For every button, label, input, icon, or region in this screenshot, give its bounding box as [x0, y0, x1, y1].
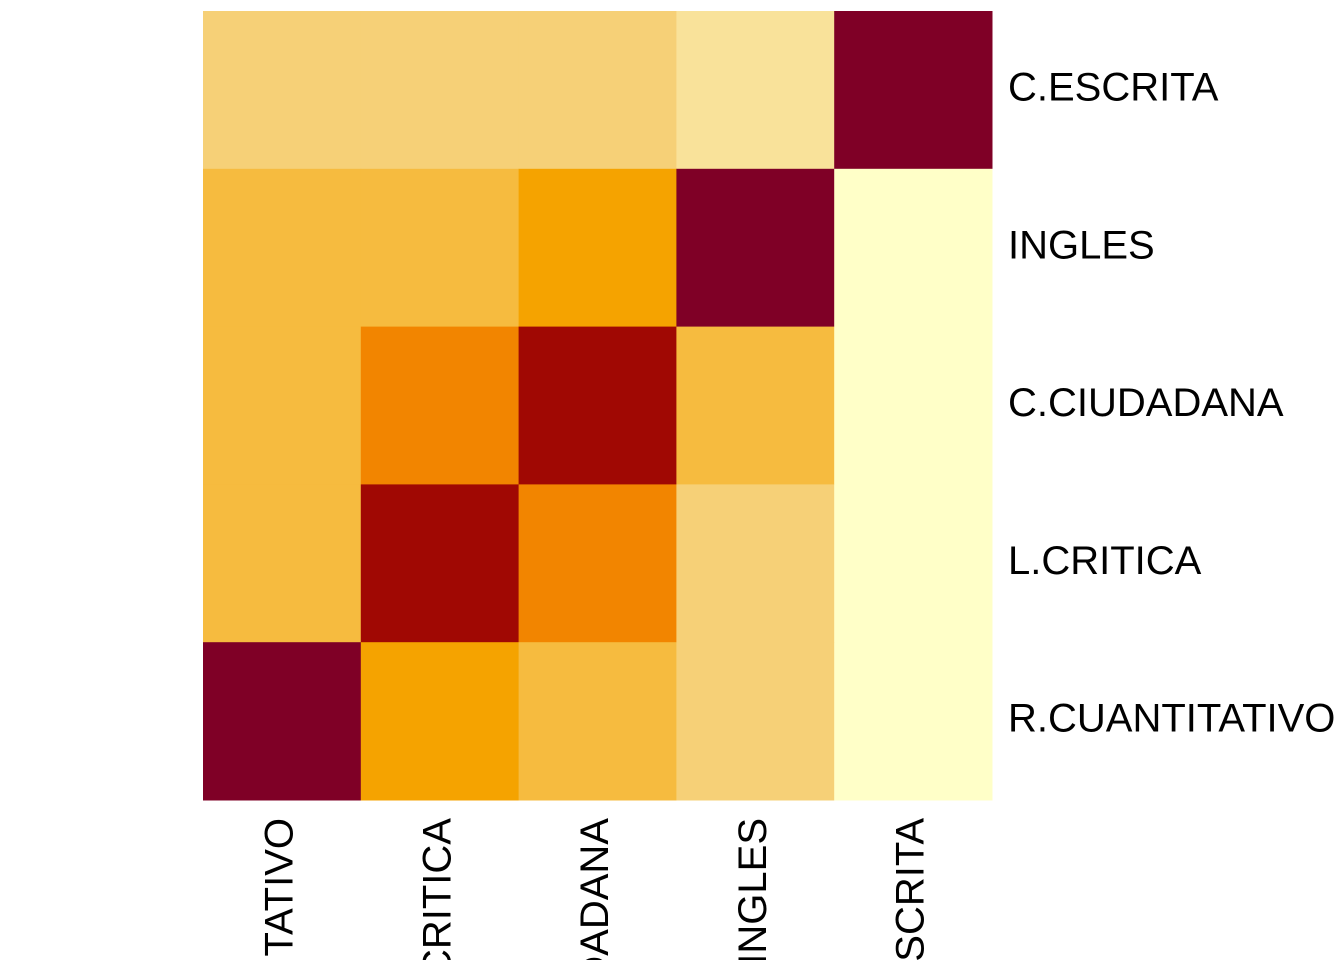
heatmap-cell: [834, 484, 993, 643]
heatmap-cell: [676, 168, 835, 328]
row-label: INGLES: [1008, 223, 1155, 267]
heatmap-cell: [360, 11, 520, 170]
heatmap-cell: [518, 168, 677, 328]
heatmap-cell: [360, 326, 520, 485]
heatmap-cell: [203, 168, 362, 328]
heatmap-cell: [518, 484, 677, 643]
heatmap-cell: [834, 326, 993, 485]
heatmap-cell: [518, 642, 677, 801]
column-label: INGLES: [731, 818, 775, 960]
column-label: R.CUANTITATIVO: [257, 818, 301, 960]
heatmap-cell: [518, 11, 677, 170]
row-label: R.CUANTITATIVO: [1008, 697, 1335, 741]
heatmap-cell: [834, 642, 993, 801]
heatmap-cell: [360, 168, 520, 328]
heatmap-cell: [518, 326, 677, 485]
heatmap-cell: [676, 484, 835, 643]
row-label: C.ESCRITA: [1008, 65, 1219, 109]
column-label: L.CRITICA: [415, 818, 459, 960]
heatmap-cell: [676, 11, 835, 170]
row-label: C.CIUDADANA: [1008, 381, 1284, 425]
heatmap-cell: [834, 168, 993, 328]
row-label: L.CRITICA: [1008, 539, 1202, 583]
heatmap-cell: [360, 642, 520, 801]
column-label: C.CIUDADANA: [573, 818, 617, 960]
heatmap-cell: [203, 642, 362, 801]
column-label: C.ESCRITA: [889, 818, 933, 960]
heatmap-cell: [360, 484, 520, 643]
heatmap-cell: [203, 484, 362, 643]
heatmap-cell: [676, 642, 835, 801]
heatmap-cell: [834, 11, 993, 170]
heatmap-cell: [203, 11, 362, 170]
heatmap-cell: [203, 326, 362, 485]
heatmap-cell: [676, 326, 835, 485]
